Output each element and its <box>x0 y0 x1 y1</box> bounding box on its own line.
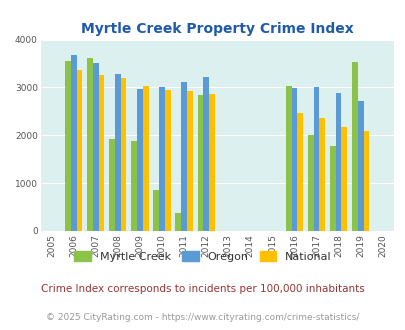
Bar <box>181 82 187 231</box>
Bar <box>197 95 203 231</box>
Bar <box>153 190 159 231</box>
Text: Crime Index corresponds to incidents per 100,000 inhabitants: Crime Index corresponds to incidents per… <box>41 284 364 294</box>
Bar <box>65 61 70 231</box>
Bar <box>351 62 357 231</box>
Bar <box>175 213 181 231</box>
Bar <box>109 139 115 231</box>
Bar <box>363 130 369 231</box>
Bar <box>93 63 98 231</box>
Bar <box>209 94 214 231</box>
Bar <box>335 93 341 231</box>
Bar <box>115 74 120 231</box>
Bar <box>137 89 143 231</box>
Bar <box>120 78 126 231</box>
Bar <box>329 146 335 231</box>
Bar <box>203 77 209 231</box>
Bar <box>296 113 303 231</box>
Bar <box>319 117 324 231</box>
Bar <box>70 55 77 231</box>
Bar <box>77 70 82 231</box>
Bar <box>98 75 104 231</box>
Text: © 2025 CityRating.com - https://www.cityrating.com/crime-statistics/: © 2025 CityRating.com - https://www.city… <box>46 313 359 322</box>
Legend: Myrtle Creek, Oregon, National: Myrtle Creek, Oregon, National <box>70 247 335 266</box>
Bar <box>87 58 93 231</box>
Bar <box>285 85 291 231</box>
Bar <box>313 87 319 231</box>
Bar <box>143 85 148 231</box>
Bar <box>131 141 137 231</box>
Bar <box>164 90 170 231</box>
Bar <box>341 127 346 231</box>
Bar <box>357 101 363 231</box>
Title: Myrtle Creek Property Crime Index: Myrtle Creek Property Crime Index <box>81 22 353 36</box>
Bar <box>307 135 313 231</box>
Bar <box>291 88 296 231</box>
Bar <box>159 87 164 231</box>
Bar <box>187 91 192 231</box>
